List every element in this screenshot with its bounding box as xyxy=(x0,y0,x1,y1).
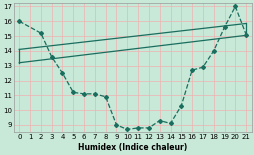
X-axis label: Humidex (Indice chaleur): Humidex (Indice chaleur) xyxy=(78,143,187,152)
